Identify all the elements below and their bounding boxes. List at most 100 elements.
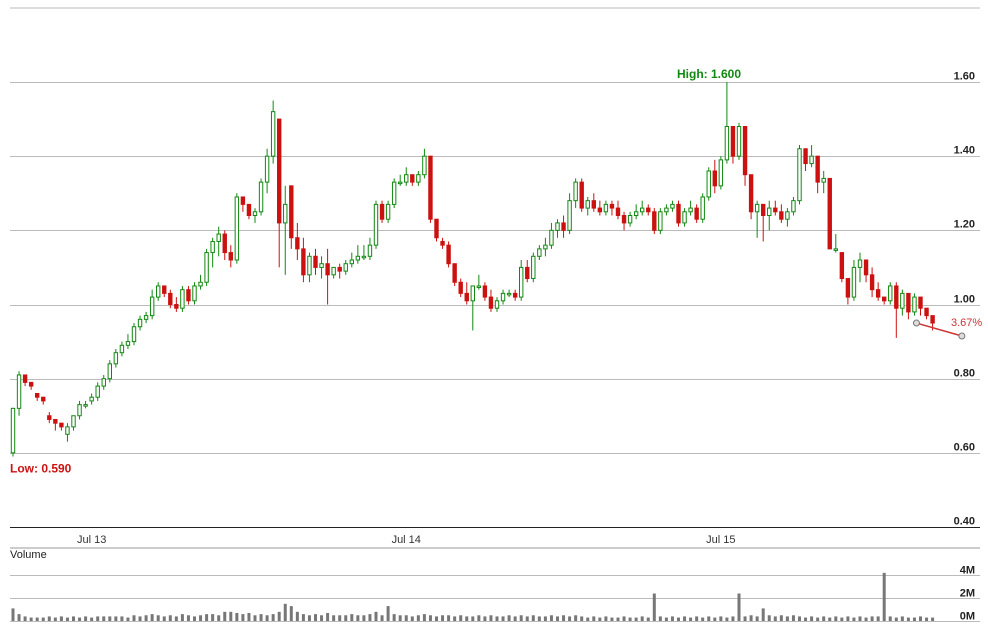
candle-body bbox=[519, 266, 524, 298]
candle-body bbox=[168, 292, 173, 305]
volume-bar bbox=[749, 615, 753, 621]
volume-bar bbox=[29, 617, 33, 621]
annotations: High: 1.600 Low: 0.590 3.67% bbox=[10, 67, 982, 476]
candle bbox=[89, 393, 94, 405]
candle bbox=[228, 245, 234, 268]
candle bbox=[47, 412, 52, 424]
candle-body bbox=[918, 296, 923, 309]
volume-bar bbox=[894, 617, 898, 621]
candle-body bbox=[646, 207, 651, 213]
volume-bar bbox=[525, 616, 529, 621]
candle bbox=[791, 196, 796, 216]
candle-body bbox=[869, 274, 875, 291]
candle-body bbox=[537, 248, 542, 257]
candle bbox=[113, 349, 119, 368]
low-annotation: Low: 0.590 bbox=[10, 462, 72, 476]
volume-bar bbox=[743, 616, 747, 621]
volume-bar bbox=[17, 614, 21, 621]
candle-body bbox=[597, 207, 603, 213]
candle bbox=[35, 393, 40, 401]
candle-body bbox=[815, 155, 820, 183]
volume-bar bbox=[912, 617, 916, 621]
candle bbox=[694, 204, 699, 223]
volume-bar bbox=[610, 617, 614, 621]
candle bbox=[434, 218, 439, 242]
candle bbox=[869, 267, 875, 298]
candle bbox=[452, 263, 457, 286]
volume-bar bbox=[549, 615, 553, 621]
candle bbox=[149, 289, 155, 320]
candle-body bbox=[555, 222, 560, 231]
candle bbox=[204, 248, 209, 286]
price-tick-label: 1.40 bbox=[954, 145, 975, 157]
candle bbox=[385, 200, 391, 223]
candle bbox=[754, 200, 760, 238]
volume-bar bbox=[150, 614, 154, 621]
candle-body bbox=[791, 200, 796, 213]
candle-body bbox=[283, 203, 288, 224]
candle-body bbox=[10, 407, 16, 454]
change-percent-annotation: 3.67% bbox=[951, 317, 982, 329]
volume-bar bbox=[604, 616, 608, 621]
candle bbox=[240, 196, 246, 212]
candle bbox=[567, 193, 572, 235]
volume-bar bbox=[568, 616, 572, 621]
candle-body bbox=[525, 266, 530, 280]
candle-body bbox=[888, 285, 893, 302]
candle-body bbox=[652, 211, 657, 231]
volume-bar bbox=[562, 615, 566, 621]
candle bbox=[839, 252, 845, 283]
candle-body bbox=[458, 281, 463, 294]
candle-body bbox=[785, 211, 790, 220]
candle bbox=[83, 400, 88, 409]
candle bbox=[355, 245, 361, 264]
candle bbox=[192, 282, 197, 305]
volume-bar bbox=[380, 615, 384, 621]
candle bbox=[10, 407, 16, 457]
volume-bar bbox=[65, 617, 69, 621]
volume-bar bbox=[314, 614, 317, 621]
volume-bar bbox=[253, 615, 257, 621]
volume-bar bbox=[435, 616, 438, 621]
candle bbox=[615, 200, 621, 220]
candle bbox=[482, 282, 488, 301]
candle bbox=[289, 185, 294, 249]
candle bbox=[912, 293, 917, 316]
candle bbox=[537, 245, 542, 260]
volume-bar bbox=[168, 615, 172, 621]
volume-bar bbox=[23, 616, 27, 621]
candle-body bbox=[422, 155, 427, 176]
x-tick-label: Jul 15 bbox=[706, 534, 735, 546]
volume-bar bbox=[356, 615, 360, 621]
candle-body bbox=[204, 252, 209, 283]
volume-bar bbox=[906, 617, 910, 621]
candle-body bbox=[615, 207, 621, 216]
candle bbox=[724, 82, 730, 164]
candle bbox=[700, 193, 705, 223]
candle-body bbox=[773, 207, 778, 213]
candle-body bbox=[839, 252, 845, 280]
volume-bar bbox=[344, 615, 348, 621]
candle-body bbox=[579, 181, 584, 209]
volume-bar bbox=[779, 615, 783, 621]
candle-body bbox=[35, 393, 40, 398]
candle-body bbox=[494, 300, 500, 309]
candle bbox=[863, 259, 869, 283]
volume-bar bbox=[888, 616, 892, 621]
candle-body bbox=[398, 181, 403, 185]
volume-bar bbox=[114, 616, 118, 621]
candle-body bbox=[307, 255, 312, 276]
volume-bar bbox=[489, 615, 493, 621]
volume-bar bbox=[816, 617, 820, 621]
volume-bar bbox=[925, 617, 929, 621]
volume-bar bbox=[537, 616, 541, 621]
volume-bar bbox=[350, 614, 354, 621]
candle bbox=[658, 208, 663, 235]
volume-bar bbox=[798, 616, 801, 621]
candle-body bbox=[77, 404, 82, 417]
candle-body bbox=[754, 203, 760, 213]
candle-body bbox=[863, 259, 869, 276]
candle bbox=[494, 297, 500, 312]
candle-body bbox=[761, 203, 766, 216]
candle bbox=[349, 252, 355, 268]
